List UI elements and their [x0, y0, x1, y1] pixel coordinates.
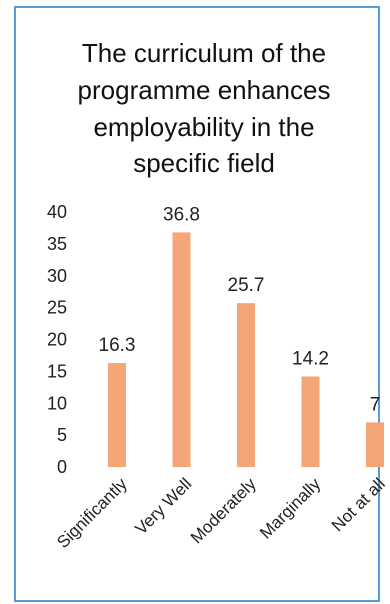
y-tick-label: 10 — [47, 393, 67, 413]
y-axis: 0 5 10 15 20 25 30 35 40 — [47, 202, 67, 477]
data-label: 16.3 — [99, 335, 136, 356]
chart-title-line: employability in the — [93, 112, 314, 142]
data-label: 36.8 — [163, 204, 200, 225]
bar — [237, 303, 255, 467]
x-tick-label: Moderately — [187, 474, 260, 547]
x-tick-label: Marginally — [256, 474, 325, 543]
y-tick-label: 35 — [47, 234, 67, 254]
chart-title: The curriculum of the programme enhances… — [78, 38, 331, 178]
y-tick-label: 15 — [47, 361, 67, 381]
bar — [301, 376, 320, 467]
data-label: 25.7 — [228, 275, 265, 296]
x-axis: Significantly Very WellModeratelyMarginal… — [53, 474, 389, 552]
bar — [366, 422, 384, 467]
chart-frame — [14, 6, 380, 602]
x-tick-label: Significantly — [53, 474, 131, 552]
y-tick-label: 0 — [57, 457, 67, 477]
bar — [172, 232, 191, 467]
chart-title-line: programme enhances — [78, 75, 331, 105]
chart-title-line: specific field — [133, 148, 275, 178]
bars — [108, 232, 384, 467]
data-labels: 16.3 36.8 25.7 14.2 7 — [99, 204, 381, 415]
data-label: 14.2 — [292, 348, 329, 369]
chart-title-line: The curriculum of the — [82, 38, 326, 68]
y-tick-label: 30 — [47, 266, 67, 286]
x-tick-label: Not at all — [328, 474, 389, 535]
y-tick-label: 20 — [47, 330, 67, 350]
bar — [108, 363, 126, 467]
x-tick-label: Very Well — [131, 474, 195, 538]
y-tick-label: 25 — [47, 298, 67, 318]
y-tick-label: 40 — [47, 202, 67, 222]
data-label: 7 — [370, 394, 381, 415]
y-tick-label: 5 — [57, 425, 67, 445]
